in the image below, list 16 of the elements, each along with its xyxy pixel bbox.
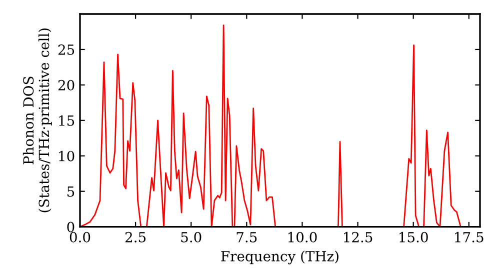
x-tick-label: 7.5 [236,232,257,242]
x-tick-label: 17.5 [455,232,484,242]
y-tick-label: 5 [67,186,74,197]
x-tick-label: 0.0 [70,232,90,242]
x-tick-label: 15.0 [400,232,428,242]
x-tick-label: 2.5 [125,232,146,242]
y-tick-label: 10 [59,150,74,162]
x-tick-label: 10.0 [288,232,317,242]
y-tick-label: 25 [58,44,74,55]
x-tick-label: 12.5 [344,232,372,242]
y-tick-label: 20 [58,80,74,90]
x-tick-label: 5.0 [181,232,202,242]
y-tick-label: 15 [59,115,74,126]
x-axis-title: Frequency (THz) [221,250,338,264]
y-tick-label: 0 [67,222,74,232]
y-axis-title: Phonon DOS (States/THz·primitive cell) [22,28,52,212]
